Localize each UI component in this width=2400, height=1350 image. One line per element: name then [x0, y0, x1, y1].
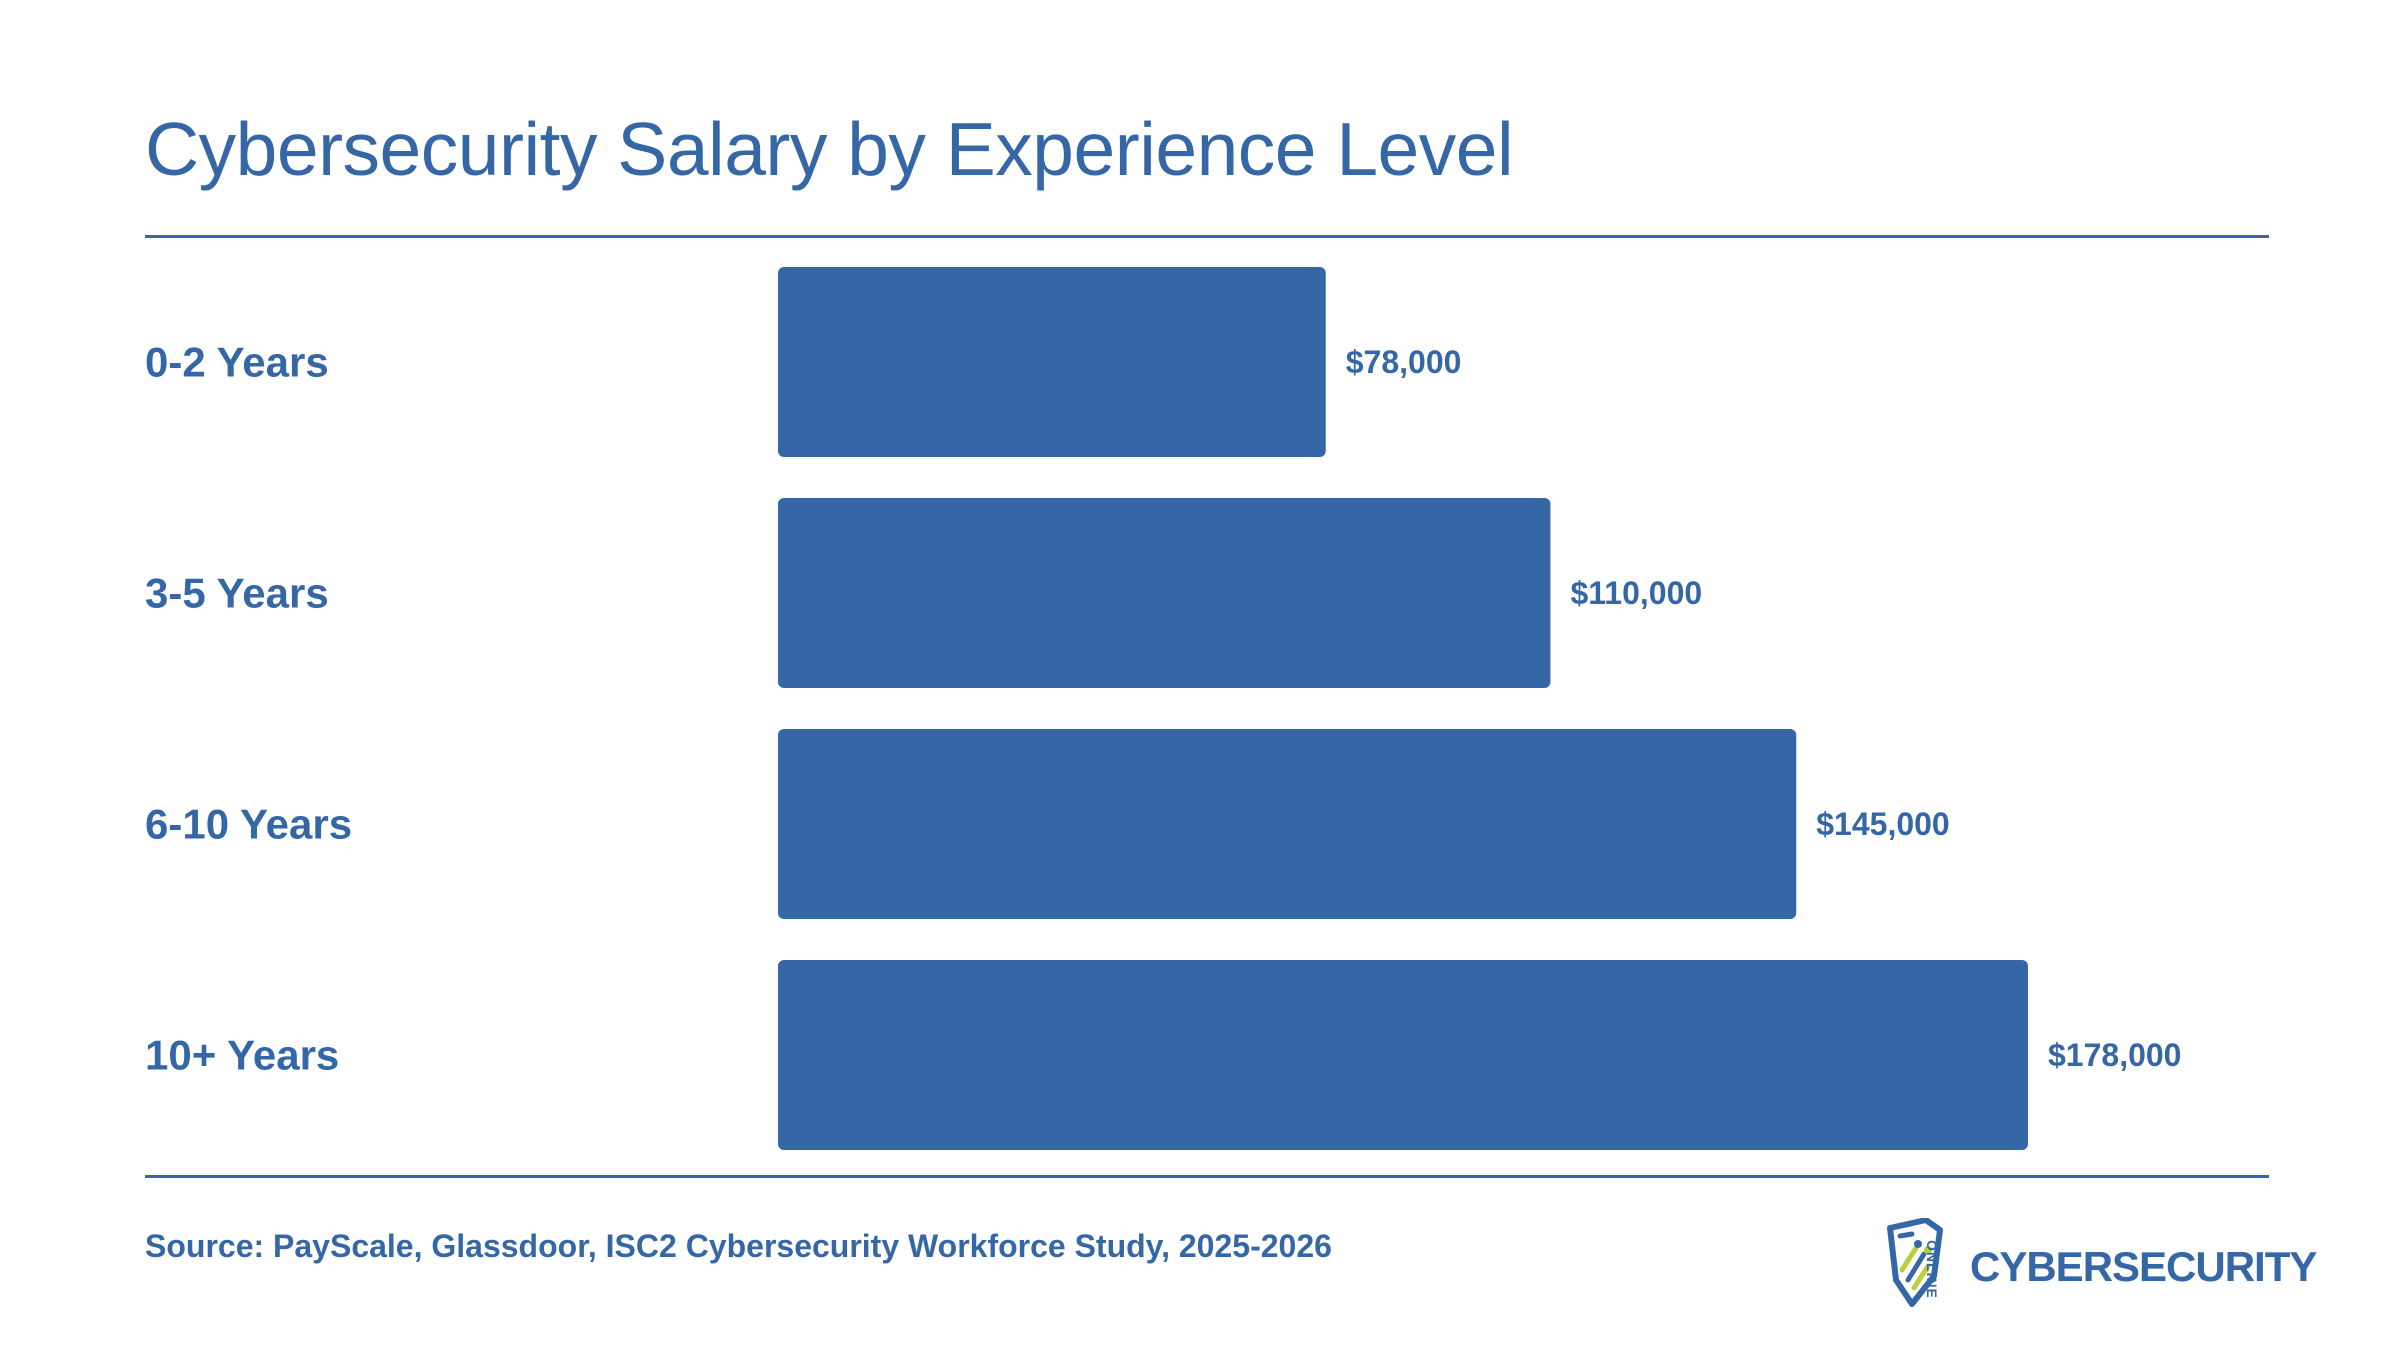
bottom-divider — [145, 1175, 2269, 1178]
category-label: 3-5 Years — [145, 570, 329, 617]
value-label: $178,000 — [2048, 1037, 2181, 1073]
chart-title: Cybersecurity Salary by Experience Level — [145, 107, 1514, 191]
value-label: $145,000 — [1816, 806, 1949, 842]
bar — [778, 960, 2028, 1150]
category-label: 10+ Years — [145, 1032, 339, 1079]
category-label: 0-2 Years — [145, 339, 329, 386]
bar — [778, 498, 1551, 688]
bar — [778, 729, 1797, 919]
top-divider — [145, 235, 2269, 238]
bar — [778, 267, 1326, 457]
logo-small-text: ONLINE — [1924, 1240, 1940, 1299]
value-label: $110,000 — [1570, 575, 1702, 611]
source-note: Source: PayScale, Glassdoor, ISC2 Cybers… — [145, 1228, 1332, 1264]
shield-icon — [1887, 1218, 1943, 1307]
brand-logo: ONLINE CYBERSECURITY — [1882, 1218, 2317, 1308]
value-label: $78,000 — [1346, 344, 1462, 380]
logo-main-text: CYBERSECURITY — [1970, 1243, 2317, 1290]
category-label: 6-10 Years — [145, 801, 352, 848]
